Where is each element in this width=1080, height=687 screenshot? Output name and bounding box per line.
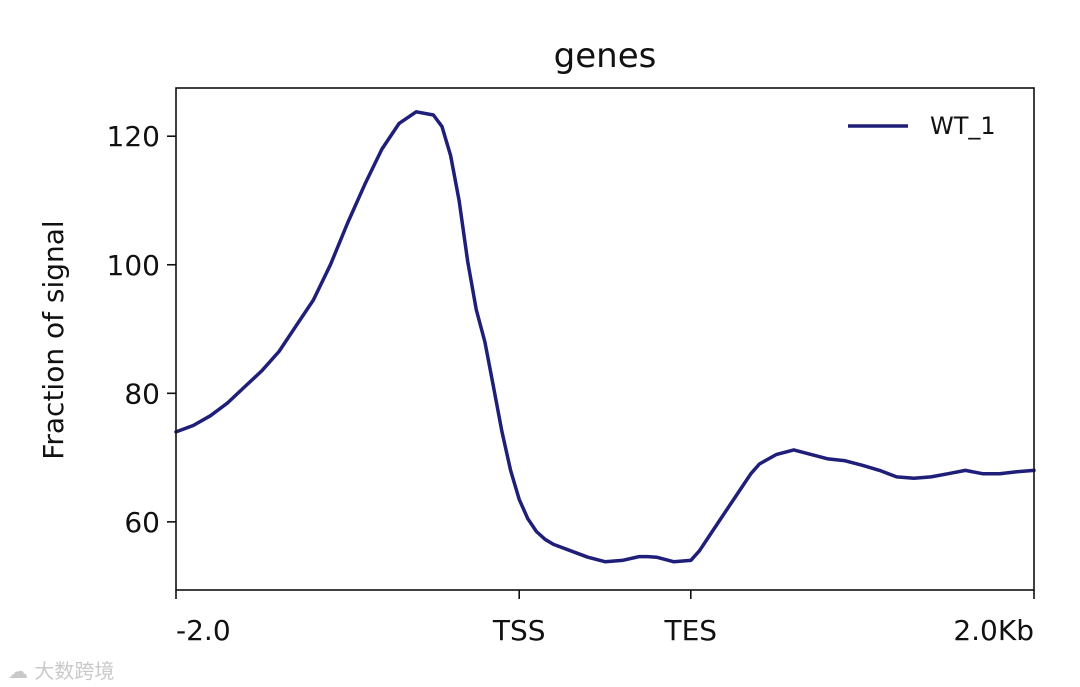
x-tick-label: 2.0Kb	[953, 614, 1034, 647]
y-axis-ticks: 60 80 100 120	[107, 120, 176, 539]
x-axis-ticks: -2.0 TSS TES 2.0Kb	[175, 590, 1035, 647]
plot-frame	[175, 87, 1035, 591]
y-tick-label: 60	[124, 506, 160, 539]
y-tick-label: 120	[107, 120, 160, 153]
watermark-text: 大数跨境	[34, 659, 115, 683]
y-tick-label: 100	[107, 249, 160, 282]
brand-logo-icon: ☁	[8, 659, 28, 683]
legend-label: WT_1	[930, 112, 996, 140]
y-tick-label: 80	[124, 377, 160, 410]
y-axis-label: Fraction of signal	[37, 220, 70, 459]
series-layer	[174, 110, 1036, 564]
series-line	[174, 110, 1036, 564]
x-tick-label: -2.0	[176, 614, 231, 647]
legend: WT_1	[848, 112, 996, 140]
x-tick-label: TSS	[492, 614, 546, 647]
x-tick-label: TES	[664, 614, 718, 647]
chart-title: genes	[554, 36, 657, 76]
watermark: ☁ 大数跨境	[8, 655, 114, 684]
